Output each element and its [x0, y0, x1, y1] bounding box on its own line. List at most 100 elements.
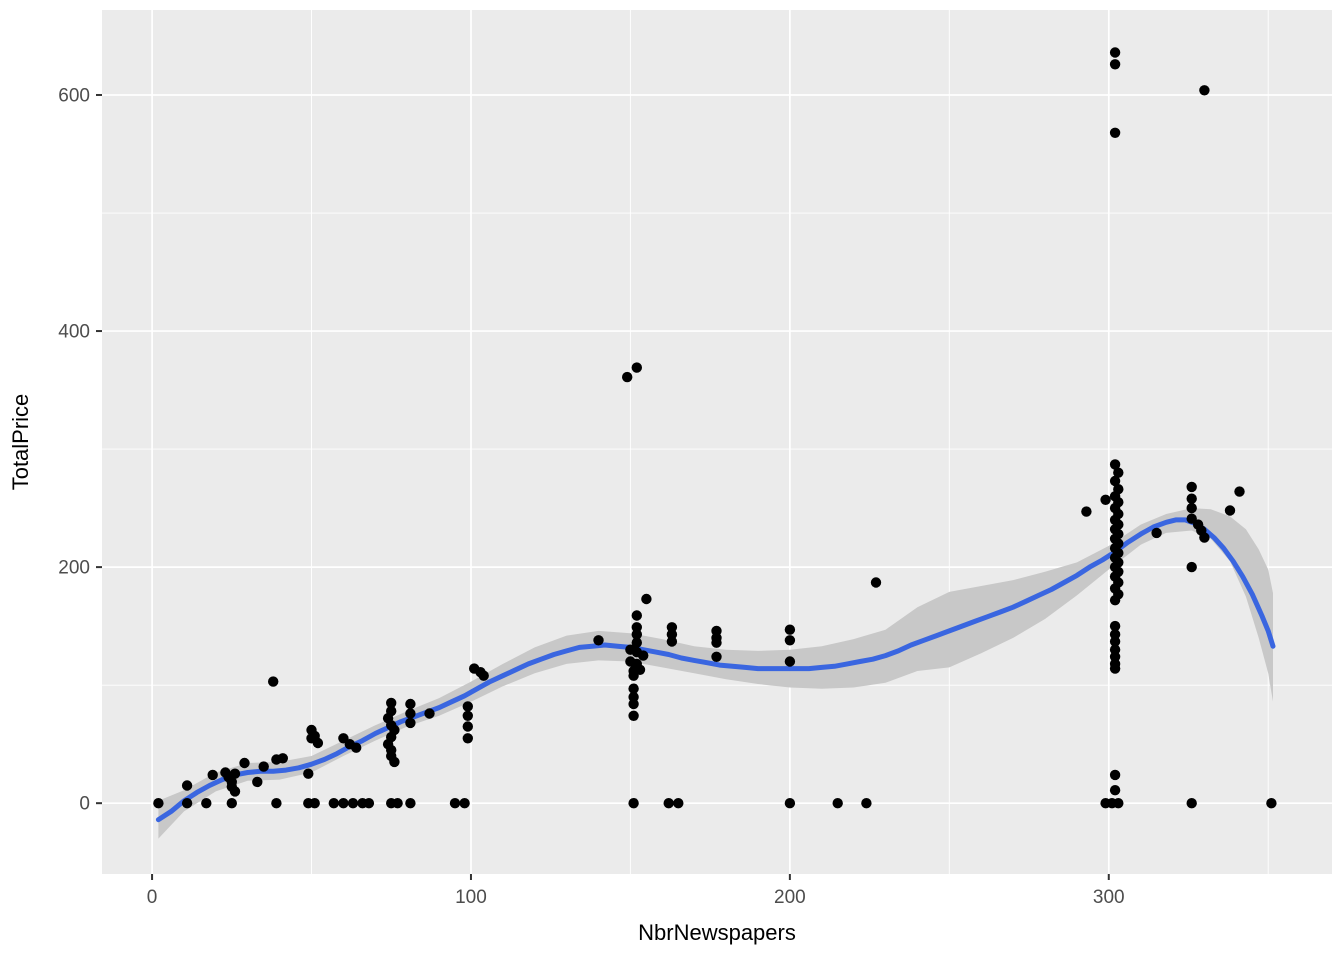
- data-point: [386, 705, 397, 717]
- data-point: [268, 676, 279, 687]
- data-point: [673, 798, 684, 809]
- data-point: [638, 650, 649, 661]
- data-point: [1224, 505, 1236, 516]
- data-point: [363, 798, 375, 809]
- data-point: [628, 710, 639, 721]
- data-point: [181, 798, 193, 809]
- data-point: [1109, 595, 1121, 606]
- data-point: [239, 757, 250, 769]
- data-point: [1151, 527, 1162, 539]
- data-point: [389, 756, 400, 768]
- data-point: [663, 798, 674, 809]
- data-point: [258, 761, 269, 772]
- data-point: [784, 635, 796, 646]
- data-point: [153, 798, 164, 809]
- data-point: [1109, 475, 1121, 487]
- data-point: [628, 798, 639, 809]
- data-point: [628, 698, 639, 710]
- data-point: [1234, 486, 1245, 497]
- data-point: [628, 683, 639, 694]
- y-tick-label: 400: [58, 322, 90, 343]
- data-point: [229, 786, 241, 797]
- data-point: [229, 768, 241, 779]
- data-point: [405, 717, 416, 729]
- data-point: [328, 798, 339, 809]
- data-point: [628, 670, 639, 681]
- data-point: [1109, 769, 1121, 781]
- data-point: [666, 636, 678, 647]
- data-point: [303, 768, 314, 779]
- data-point: [277, 753, 288, 764]
- data-point: [593, 635, 604, 646]
- data-point: [459, 798, 470, 809]
- data-point: [1199, 85, 1210, 96]
- panel-background: [102, 10, 1332, 874]
- data-point: [641, 593, 652, 605]
- plot-panel-layer: [102, 10, 1332, 874]
- data-point: [226, 798, 237, 809]
- data-point: [1100, 494, 1111, 505]
- data-point: [631, 637, 642, 648]
- data-point: [631, 610, 642, 621]
- data-point: [351, 742, 362, 753]
- data-point: [449, 798, 461, 809]
- data-point: [1109, 663, 1121, 674]
- y-tick-label: 600: [58, 85, 90, 106]
- data-point: [462, 721, 473, 732]
- data-point: [784, 656, 796, 667]
- data-point: [1199, 532, 1210, 543]
- data-point: [462, 710, 473, 721]
- data-point: [631, 629, 642, 640]
- x-axis-title: NbrNewspapers: [638, 920, 796, 945]
- data-point: [309, 798, 320, 809]
- data-point: [181, 780, 193, 791]
- data-point: [207, 769, 218, 781]
- data-point: [1081, 506, 1092, 517]
- y-tick-label: 0: [79, 794, 90, 815]
- x-tick-label: 0: [147, 887, 158, 908]
- data-point: [478, 670, 489, 681]
- x-tick-label: 300: [1093, 887, 1125, 908]
- data-point: [1109, 47, 1121, 58]
- data-point: [201, 798, 212, 809]
- data-point: [1186, 798, 1197, 809]
- data-point: [1186, 493, 1197, 504]
- data-point: [392, 798, 403, 809]
- data-point: [1109, 785, 1121, 796]
- y-tick-label: 200: [58, 558, 90, 579]
- x-tick-label: 200: [774, 887, 806, 908]
- data-point: [462, 701, 473, 712]
- data-point: [1109, 459, 1121, 470]
- data-point: [252, 776, 263, 788]
- data-point: [832, 798, 843, 809]
- data-point: [784, 624, 796, 635]
- data-point: [338, 798, 349, 809]
- data-point: [1186, 481, 1197, 493]
- data-point: [347, 798, 359, 809]
- data-point: [1109, 636, 1121, 647]
- data-point: [784, 798, 796, 809]
- data-point: [1109, 59, 1121, 70]
- data-point: [1113, 467, 1124, 478]
- data-point: [1109, 620, 1121, 632]
- data-point: [870, 577, 882, 588]
- data-point: [622, 371, 633, 383]
- y-axis-title: TotalPrice: [8, 394, 33, 491]
- x-tick-label: 100: [455, 887, 487, 908]
- data-point: [1109, 127, 1121, 138]
- data-point: [1186, 502, 1197, 514]
- data-point: [386, 697, 397, 709]
- data-point: [631, 362, 642, 373]
- data-point: [861, 798, 872, 809]
- data-point: [271, 798, 282, 809]
- data-point: [711, 651, 722, 662]
- data-point: [1266, 798, 1277, 809]
- data-point: [711, 637, 722, 648]
- confidence-ribbon: [158, 508, 1273, 839]
- data-point: [1186, 561, 1197, 573]
- axis-layer: 0 100 200 300 0 200 400 600: [58, 85, 1124, 908]
- data-point: [389, 724, 400, 736]
- data-point: [462, 733, 473, 744]
